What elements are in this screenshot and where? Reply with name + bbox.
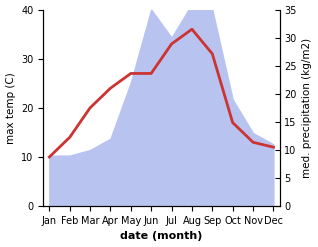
Y-axis label: max temp (C): max temp (C) (5, 72, 16, 144)
Y-axis label: med. precipitation (kg/m2): med. precipitation (kg/m2) (302, 38, 313, 178)
X-axis label: date (month): date (month) (120, 231, 203, 242)
